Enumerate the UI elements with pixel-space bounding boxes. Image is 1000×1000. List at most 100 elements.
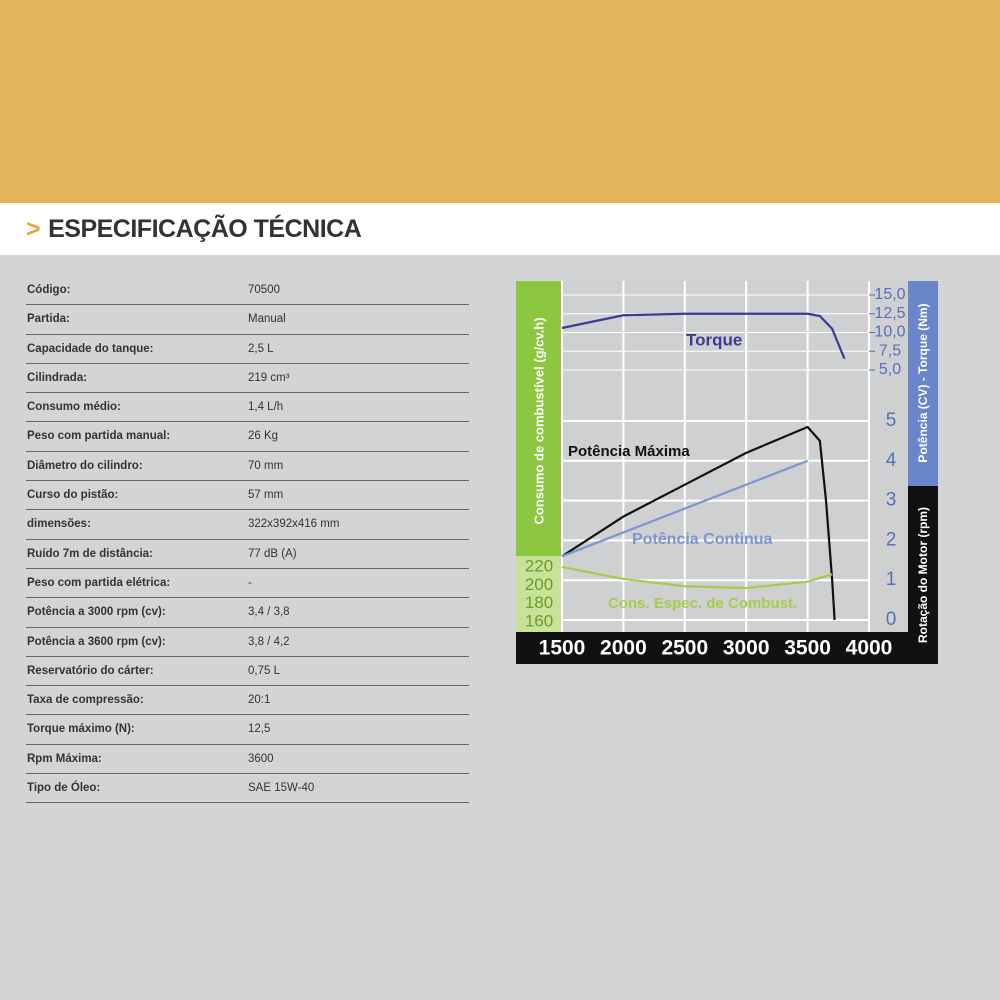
y3-tick-label: 220 xyxy=(525,556,553,575)
title-band: > ESPECIFICAÇÃO TÉCNICA xyxy=(0,203,1000,255)
spec-row: Taxa de compressão: 20:1 xyxy=(26,686,469,716)
right-strip-bottom xyxy=(908,486,938,664)
y2-tick-label: 12,5 xyxy=(874,305,905,322)
spec-value: 1,4 L/h xyxy=(248,401,284,414)
chart: 1500 2000 2500 3000 3500 4000 0 1 2 3 4 5 15,0 12,5 10… xyxy=(516,281,938,664)
spec-row: dimensões: 322x392x416 mm xyxy=(26,510,469,540)
spec-label: Peso com partida manual: xyxy=(27,430,171,443)
spec-value: 57 mm xyxy=(248,489,284,502)
y3-tick-label: 160 xyxy=(525,611,553,630)
x-tick-label: 2500 xyxy=(661,637,708,660)
spec-label: Consumo médio: xyxy=(27,401,121,414)
spec-row: Ruído 7m de distância: 77 dB (A) xyxy=(26,540,469,569)
spec-label: Potência a 3000 rpm (cv): xyxy=(27,606,166,619)
spec-value: 20:1 xyxy=(248,694,271,707)
spec-label: Curso do pistão: xyxy=(27,489,119,502)
x-tick-label: 2000 xyxy=(600,637,647,660)
spec-value: 2,5 L xyxy=(248,342,274,355)
y2-tick-label: 15,0 xyxy=(874,286,905,303)
spec-row: Consumo médio: 1,4 L/h xyxy=(26,393,469,423)
spec-value: 26 Kg xyxy=(248,430,279,443)
spec-row: Potência a 3600 rpm (cv): 3,8 / 4,2 xyxy=(26,628,469,657)
spec-label: dimensões: xyxy=(27,518,91,531)
plot-bg xyxy=(562,281,908,632)
spec-value: SAE 15W-40 xyxy=(248,782,315,795)
spec-row: Reservatório do cárter: 0,75 L xyxy=(26,657,469,687)
spec-value: - xyxy=(248,576,252,589)
x-tick-label: 1500 xyxy=(539,637,586,660)
spec-row: Rpm Máxima: 3600 xyxy=(26,745,469,775)
spec-value: 3,4 / 3,8 xyxy=(248,606,290,619)
spec-label: Tipo de Óleo: xyxy=(27,782,101,795)
spec-value: 77 dB (A) xyxy=(248,547,297,560)
section-title: > ESPECIFICAÇÃO TÉCNICA xyxy=(26,215,362,244)
spec-row: Peso com partida manual: 26 Kg xyxy=(26,422,469,452)
y2-tick-label: 7,5 xyxy=(879,342,901,359)
y-axis-title: Potência (CV) - Torque (Nm) xyxy=(916,303,930,462)
spec-row: Curso do pistão: 57 mm xyxy=(26,481,469,511)
spec-label: Torque máximo (N): xyxy=(27,723,135,736)
spec-label: Rpm Máxima: xyxy=(27,752,102,765)
spec-value: 70500 xyxy=(248,284,280,296)
spec-table: Código: 70500 Partida: Manual Capacidade do … xyxy=(26,276,469,804)
spec-value: 219 cm³ xyxy=(248,371,290,384)
y-tick-label: 3 xyxy=(886,490,897,511)
y-tick-label: 4 xyxy=(886,450,897,471)
marker: > xyxy=(26,215,41,243)
spec-value: 3,8 / 4,2 xyxy=(248,635,290,648)
spec-label: Reservatório do cárter: xyxy=(27,664,154,677)
y3-tick-label: 200 xyxy=(525,575,553,594)
banner xyxy=(0,0,1000,203)
series-label: Cons. Espec. de Combust. xyxy=(608,595,797,612)
spec-row: Cilindrada: 219 cm³ xyxy=(26,364,469,394)
x-band xyxy=(516,632,908,664)
y2-tick-label: 5,0 xyxy=(879,361,901,378)
spec-row: Partida: Manual xyxy=(26,305,469,335)
x-tick-label: 3500 xyxy=(784,637,831,660)
spec-label: Ruído 7m de distância: xyxy=(27,547,153,560)
spec-label: Partida: xyxy=(27,313,70,326)
spec-label: Peso com partida elétrica: xyxy=(27,576,171,589)
spec-value: 3600 xyxy=(248,752,274,765)
spec-row: Capacidade do tanque: 2,5 L xyxy=(26,335,469,364)
x-tick-label: 4000 xyxy=(846,637,893,660)
series-label: Torque xyxy=(686,330,742,349)
spec-value: 70 mm xyxy=(248,459,284,472)
spec-row: Peso com partida elétrica: - xyxy=(26,569,469,599)
spec-row: Código: 70500 xyxy=(26,276,469,306)
x-axis-title: Rotação do Motor (rpm) xyxy=(916,507,930,643)
y-tick-label: 5 xyxy=(886,410,897,431)
y-tick-label: 0 xyxy=(886,609,897,630)
spec-label: Capacidade do tanque: xyxy=(27,342,154,355)
y-tick-label: 2 xyxy=(886,529,897,550)
spec-value: 12,5 xyxy=(248,723,271,736)
series-line xyxy=(561,425,836,621)
spec-row: Diâmetro do cilindro: 70 mm xyxy=(26,452,469,482)
y3-tick-label: 180 xyxy=(525,593,553,612)
spec-value: 322x392x416 mm xyxy=(248,518,340,531)
series-label: Potência Máxima xyxy=(568,443,690,460)
series-label: Potência Continua xyxy=(632,531,773,548)
spec-label: Taxa de compressão: xyxy=(27,694,144,707)
series-line xyxy=(561,312,846,360)
spec-row: Tipo de Óleo: SAE 15W-40 xyxy=(26,774,469,804)
spec-row: Potência a 3000 rpm (cv): 3,4 / 3,8 xyxy=(26,598,469,628)
spec-label: Código: xyxy=(27,284,71,296)
spec-label: Cilindrada: xyxy=(27,371,88,384)
spec-row: Torque máximo (N): 12,5 xyxy=(26,715,469,745)
left-strip-low xyxy=(516,556,562,632)
y3-axis-title: Consumo de combustível (g/cv.h) xyxy=(531,317,546,524)
spec-label: Potência a 3600 rpm (cv): xyxy=(27,635,166,648)
series-line xyxy=(561,565,833,590)
series-line xyxy=(561,459,808,558)
y-tick-label: 1 xyxy=(886,569,897,590)
left-strip xyxy=(516,281,562,556)
x-tick-label: 3000 xyxy=(723,637,770,660)
right-strip-top xyxy=(908,281,938,486)
title-text: ESPECIFICAÇÃO TÉCNICA xyxy=(48,215,362,243)
spec-value: 0,75 L xyxy=(248,664,280,677)
y2-tick-label: 10,0 xyxy=(874,324,905,341)
spec-label: Diâmetro do cilindro: xyxy=(27,459,143,472)
spec-value: Manual xyxy=(248,313,286,326)
